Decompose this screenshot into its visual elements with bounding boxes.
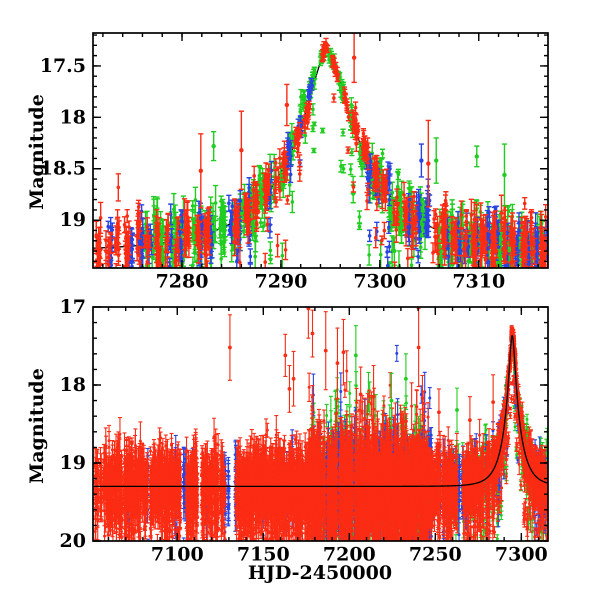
top-panel-y-axis-label: Magnitude [26, 94, 48, 210]
bottom-panel-y-axis-label: Magnitude [26, 368, 48, 484]
bottom-panel-x-axis-label: HJD-2450000 [247, 562, 393, 584]
